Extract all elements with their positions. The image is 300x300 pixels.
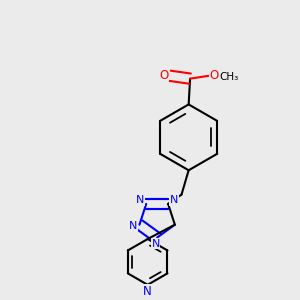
Text: N: N (152, 239, 160, 249)
Text: N: N (129, 221, 137, 231)
Text: CH₃: CH₃ (219, 72, 239, 82)
Text: O: O (209, 69, 218, 82)
Text: N: N (136, 195, 145, 206)
Text: O: O (159, 69, 168, 82)
Text: N: N (143, 285, 152, 298)
Text: N: N (169, 195, 178, 206)
